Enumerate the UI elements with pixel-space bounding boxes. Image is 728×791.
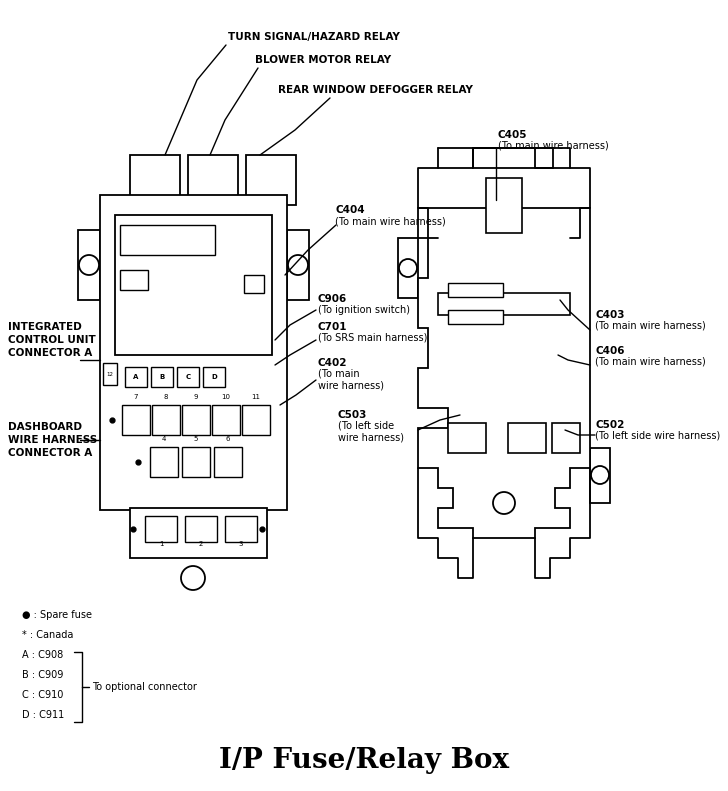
Bar	[508, 423, 546, 453]
Polygon shape	[418, 208, 590, 538]
Bar	[552, 423, 580, 453]
Bar	[150, 447, 178, 477]
Bar	[188, 155, 238, 205]
Text: C: C	[186, 374, 191, 380]
Text: 10: 10	[221, 394, 231, 400]
Text: I/P Fuse/Relay Box: I/P Fuse/Relay Box	[219, 747, 509, 774]
Bar	[182, 405, 210, 435]
Bar	[122, 405, 150, 435]
Bar	[130, 508, 267, 558]
Bar	[115, 215, 272, 355]
Text: (To main wire harness): (To main wire harness)	[595, 357, 705, 367]
Circle shape	[493, 492, 515, 514]
Text: D: D	[211, 374, 217, 380]
Text: C906: C906	[318, 294, 347, 304]
Text: (To main wire harness): (To main wire harness)	[335, 216, 446, 226]
Text: (To SRS main harness): (To SRS main harness)	[318, 333, 427, 343]
Bar	[103, 363, 117, 385]
Bar	[590, 448, 610, 503]
Text: ● : Spare fuse: ● : Spare fuse	[22, 610, 92, 620]
Bar	[177, 367, 199, 387]
Text: B : C909: B : C909	[22, 670, 63, 680]
Bar	[78, 230, 100, 300]
Bar	[448, 423, 486, 453]
Bar	[185, 516, 217, 542]
Text: DASHBOARD
WIRE HARNESS
CONNECTOR A: DASHBOARD WIRE HARNESS CONNECTOR A	[8, 422, 98, 458]
Text: B: B	[159, 374, 165, 380]
Circle shape	[79, 255, 99, 275]
Bar	[398, 238, 418, 298]
Text: (To left side
wire harness): (To left side wire harness)	[338, 421, 404, 443]
Text: C405: C405	[498, 130, 528, 140]
Bar	[100, 195, 287, 510]
Bar	[203, 367, 225, 387]
Text: 3: 3	[239, 541, 243, 547]
Bar	[242, 405, 270, 435]
Text: 1: 1	[159, 541, 163, 547]
Bar	[244, 275, 264, 293]
Text: A : C908: A : C908	[22, 650, 63, 660]
Text: 2: 2	[199, 541, 203, 547]
Circle shape	[181, 566, 205, 590]
Text: A: A	[133, 374, 139, 380]
Bar	[448, 283, 503, 297]
Text: (To ignition switch): (To ignition switch)	[318, 305, 410, 315]
Text: * : Canada: * : Canada	[22, 630, 74, 640]
Bar	[130, 155, 180, 205]
Circle shape	[591, 466, 609, 484]
Text: C404: C404	[335, 205, 365, 215]
Bar	[225, 516, 257, 542]
Text: TURN SIGNAL/HAZARD RELAY: TURN SIGNAL/HAZARD RELAY	[228, 32, 400, 42]
Text: C402: C402	[318, 358, 347, 368]
Bar	[145, 516, 177, 542]
Text: C403: C403	[595, 310, 625, 320]
Text: (To main
wire harness): (To main wire harness)	[318, 369, 384, 391]
Text: BLOWER MOTOR RELAY: BLOWER MOTOR RELAY	[255, 55, 391, 65]
Bar	[438, 293, 570, 315]
Text: 8: 8	[164, 394, 168, 400]
Bar	[182, 447, 210, 477]
Text: 11: 11	[251, 394, 261, 400]
Text: 9: 9	[194, 394, 198, 400]
Text: 6: 6	[226, 436, 230, 442]
Text: (To left side wire harness): (To left side wire harness)	[595, 431, 720, 441]
Circle shape	[288, 255, 308, 275]
Text: 7: 7	[134, 394, 138, 400]
Bar	[473, 148, 553, 168]
Text: 4: 4	[162, 436, 166, 442]
Bar	[152, 405, 180, 435]
Text: C : C910: C : C910	[22, 690, 63, 700]
Bar	[214, 447, 242, 477]
Text: D : C911: D : C911	[22, 710, 64, 720]
Text: REAR WINDOW DEFOGGER RELAY: REAR WINDOW DEFOGGER RELAY	[278, 85, 473, 95]
Text: 12: 12	[106, 372, 114, 377]
Text: INTEGRATED
CONTROL UNIT
CONNECTOR A: INTEGRATED CONTROL UNIT CONNECTOR A	[8, 322, 96, 358]
Bar	[151, 367, 173, 387]
Text: (To main wire harness): (To main wire harness)	[595, 321, 705, 331]
Bar	[125, 367, 147, 387]
Text: C406: C406	[595, 346, 625, 356]
Text: 5: 5	[194, 436, 198, 442]
Text: (To main wire harness): (To main wire harness)	[498, 141, 609, 151]
Circle shape	[399, 259, 417, 277]
Bar	[120, 270, 148, 290]
Bar	[246, 155, 296, 205]
Bar	[448, 310, 503, 324]
Text: C502: C502	[595, 420, 625, 430]
Bar	[120, 225, 215, 255]
Bar	[486, 178, 522, 233]
Bar	[212, 405, 240, 435]
Text: To optional connector: To optional connector	[92, 682, 197, 692]
Text: C701: C701	[318, 322, 347, 332]
Text: C503: C503	[338, 410, 368, 420]
Bar	[287, 230, 309, 300]
